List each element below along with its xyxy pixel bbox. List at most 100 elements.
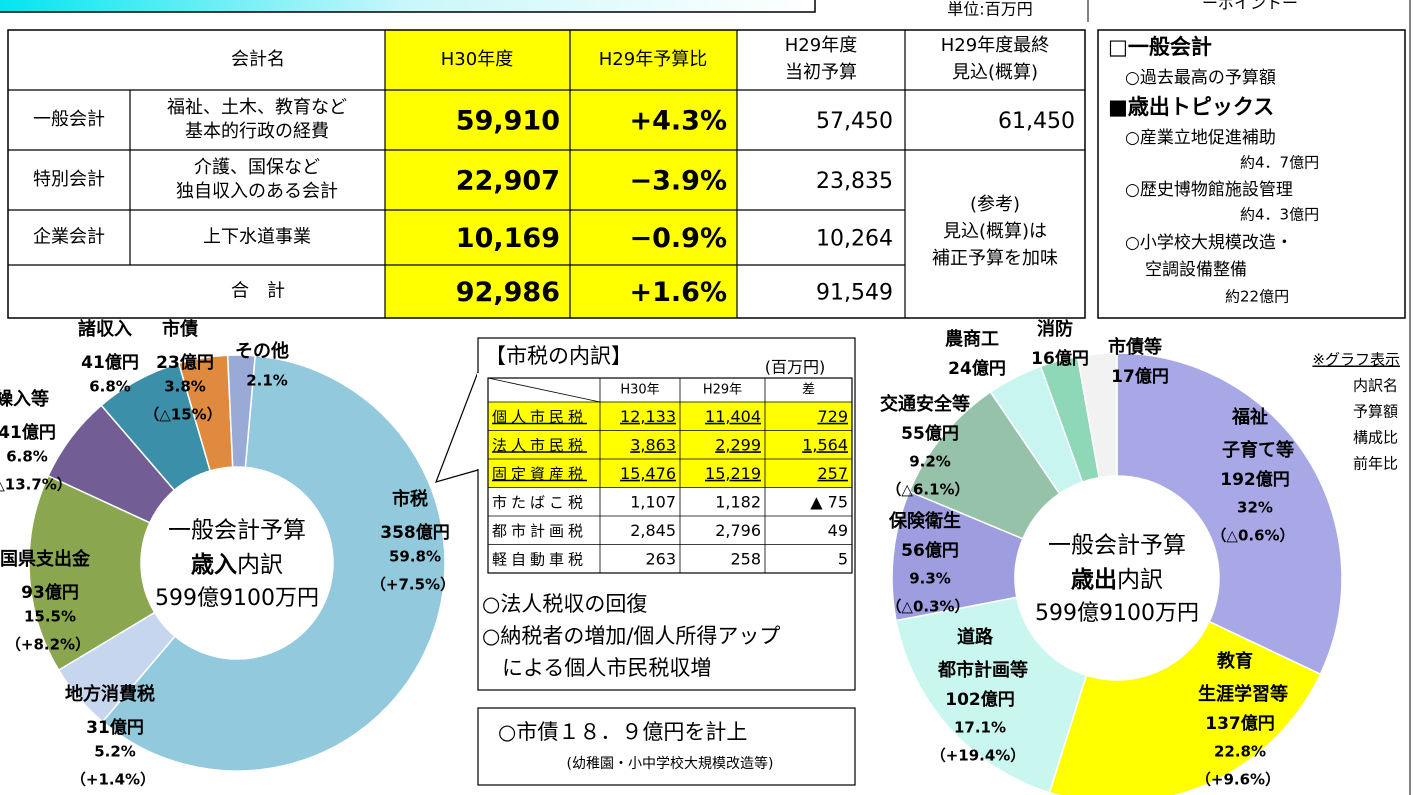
point-item: ○歴史博物館施設管理 [1125, 180, 1293, 200]
point-item: 約4．3億円 [1240, 206, 1319, 224]
slice-name: 都市計画等 [937, 659, 1028, 681]
slice-name: 子育て等 [1222, 439, 1294, 461]
slice-change: （△13.7%） [0, 476, 72, 494]
slice-amount: 55億円 [901, 423, 959, 444]
points-box [1097, 29, 1406, 319]
slice-name: 市債等 [1108, 336, 1162, 358]
slice-name: その他 [235, 340, 289, 362]
tax-value: 2,796 [715, 521, 761, 540]
ratio: +4.3% [629, 106, 727, 137]
unit-label: 単位:百万円 [947, 0, 1032, 19]
tax-name: 法人市民税 [492, 436, 587, 454]
column-header: 当初予算 [785, 62, 857, 83]
center-text: 一般会計予算 [168, 518, 306, 544]
slice-name: 地方消費税 [65, 683, 155, 705]
tax-name: 個人市民税 [492, 408, 587, 426]
slice-name: 諸収入 [78, 318, 132, 340]
slice-change: （△0.6%） [1211, 527, 1294, 545]
bond-note: ○市債１８．９億円を計上 [498, 720, 747, 744]
center-bold: 歳入 [191, 552, 237, 578]
column-header: 見込(概算) [952, 62, 1038, 83]
tax-note: による個人市民税収増 [502, 656, 711, 680]
ratio: −3.9% [629, 166, 727, 197]
tax-value: 15,476 [620, 464, 676, 483]
point-item: 約4．7億円 [1240, 154, 1319, 172]
donut-slice [1116, 352, 1343, 676]
tax-column: 差 [802, 383, 815, 398]
point-item: ○産業立地促進補助 [1125, 128, 1276, 148]
tax-name: 都市計画税 [492, 522, 587, 540]
slice-name: 消防 [1037, 318, 1073, 340]
row-desc: 福祉、土木、教育など [167, 97, 347, 118]
donut-slice [226, 354, 256, 469]
slice-amount: 16億円 [1031, 348, 1089, 369]
points-title: ーポイントー [1202, 0, 1298, 13]
tax-box [477, 337, 856, 691]
tax-value: 729 [817, 407, 848, 426]
slice-name: 繰入等 [0, 388, 49, 410]
row-name: 合 計 [231, 281, 285, 302]
bond-note-sub: (幼稚園・小中学校大規模改造等) [567, 755, 774, 772]
graph-legend: ※グラフ表示 [1312, 351, 1400, 369]
slice-amount: 17億円 [1111, 366, 1169, 387]
tax-value: 49 [828, 521, 848, 540]
tax-value: 11,404 [705, 407, 761, 426]
tax-note: ○納税者の増加/個人所得アップ [482, 624, 780, 648]
banner [0, 0, 816, 13]
callout-pointer [435, 371, 479, 483]
slice-name: 交通安全等 [880, 393, 970, 415]
column-header: H29年度 [785, 35, 857, 56]
tax-column: H29年 [703, 383, 742, 398]
highlight [385, 30, 737, 318]
graph-legend: 内訳名 [1353, 377, 1398, 395]
tax-value: 2,299 [715, 435, 761, 454]
slice-amount: 41億円 [81, 352, 139, 373]
tax-value: 15,219 [705, 464, 761, 483]
slice-name: 福祉 [1231, 406, 1268, 428]
slice-amount: 23億円 [156, 352, 214, 373]
ratio: −0.9% [629, 223, 727, 254]
center-total: 599億9100万円 [1035, 601, 1199, 626]
tax-note: ○法人税収の回復 [482, 592, 647, 616]
center-rest: 内訳 [237, 552, 283, 578]
slice-share: 2.1% [246, 372, 288, 390]
point-item: 空調設備整備 [1145, 260, 1247, 280]
amount: 59,910 [456, 106, 560, 137]
point-item: 約22億円 [1225, 288, 1289, 306]
tax-column: H30年 [620, 383, 659, 398]
tax-value: 257 [817, 464, 848, 483]
center-text: 歳出内訳 [1071, 567, 1163, 593]
prior-budget: 91,549 [816, 281, 893, 306]
slice-share: 5.2% [94, 743, 136, 761]
slice-change: （△15%） [144, 406, 221, 424]
slice-amount: 24億円 [948, 358, 1006, 379]
note: 補正予算を加味 [932, 248, 1058, 269]
slice-share: 6.8% [89, 378, 131, 396]
center-text: 一般会計予算 [1048, 533, 1186, 559]
slice-share: 6.8% [6, 448, 48, 466]
slice-change: （△0.3%） [886, 598, 969, 616]
slice-name: 教育 [1217, 650, 1253, 672]
tax-value: 5 [838, 549, 848, 568]
slice-name: 保険衛生 [888, 510, 961, 532]
slice-amount: 102億円 [945, 689, 1015, 710]
slice-share: 9.3% [909, 570, 951, 588]
column-header: H29年予算比 [599, 49, 707, 70]
donut-slice [28, 474, 156, 672]
slice-share: 15.5% [24, 608, 76, 626]
slice-change: （+9.6%） [1196, 771, 1280, 789]
slice-change: （△6.1%） [886, 481, 969, 499]
row-name: 企業会計 [33, 227, 105, 248]
slice-change: （+7.5%） [371, 576, 455, 594]
tax-value: 1,564 [802, 435, 848, 454]
row-desc: 基本的行政の経費 [185, 121, 329, 142]
graph-legend: 予算額 [1353, 403, 1398, 421]
tax-name: 軽自動車税 [492, 550, 587, 568]
slice-share: 32% [1237, 499, 1273, 517]
slice-amount: 93億円 [21, 582, 79, 603]
donut-slice [101, 354, 446, 772]
